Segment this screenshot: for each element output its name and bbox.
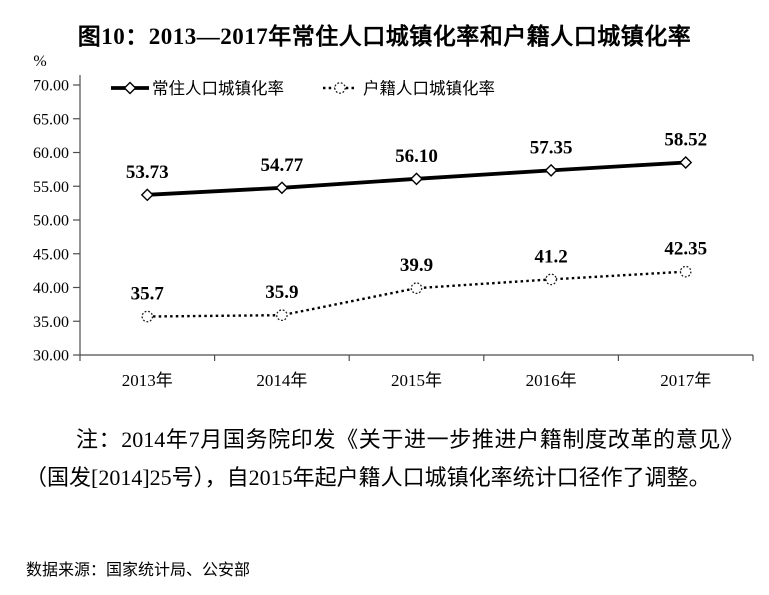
data-point-marker [679,156,693,169]
data-point-label: 39.9 [400,255,433,276]
data-point-marker [544,163,558,177]
x-axis-tick-label: 2016年 [526,371,577,390]
data-point-marker [410,282,423,295]
data-point-marker [545,273,557,286]
data-point-label: 41.2 [534,246,567,267]
x-axis-tick-label: 2013年 [122,371,173,390]
urbanization-chart: % 70.00 65.00 60.00 55.00 50.00 45.00 40.00 35.0… [33,53,754,390]
data-point-label: 35.7 [131,284,165,305]
legend-label: 常住人口城镇化率 [152,79,284,98]
data-source: 数据来源：国家统计局、公安部 [26,562,251,579]
y-axis-tick-label: 55.00 [33,179,69,196]
y-axis-tick-label: 70.00 [33,78,69,95]
data-point-label: 54.77 [261,155,304,176]
data-point-marker [276,309,288,322]
y-axis-tick-label: 40.00 [33,280,69,297]
legend-label: 户籍人口城镇化率 [363,79,495,98]
y-axis-tick-label: 30.00 [33,348,69,365]
legend-diamond-marker [123,81,137,95]
data-point-marker [410,172,423,186]
data-point-label: 56.10 [395,146,438,167]
y-axis-unit-label: % [33,53,46,70]
data-point-label: 35.9 [265,282,298,303]
data-point-marker [141,310,154,323]
y-axis-tick-label: 60.00 [33,145,69,162]
legend-circle-marker [334,82,346,94]
data-point-marker [140,188,154,202]
y-axis-tick-label: 50.00 [33,213,69,230]
data-point-label: 42.35 [664,239,707,260]
y-axis-tick-label: 45.00 [33,246,69,263]
x-axis-tick-label: 2017年 [660,371,711,390]
data-point-label: 57.35 [530,137,573,158]
chart-title: 图10：2013—2017年常住人口城镇化率和户籍人口城镇化率 [77,24,692,49]
x-axis-tick-label: 2015年 [391,371,442,390]
y-axis-tick-label: 65.00 [33,111,69,128]
series-line [147,270,686,318]
note-text: 注：2014年7月国务院印发《关于进一步推进户籍制度改革的意见》（国发[2014… [25,427,743,490]
data-point-label: 53.73 [126,162,169,183]
x-axis-tick-label: 2014年 [256,371,307,390]
data-point-marker [679,265,692,278]
y-axis-tick-label: 35.00 [33,314,69,331]
data-point-marker [275,181,289,195]
data-point-label: 58.52 [664,129,707,150]
